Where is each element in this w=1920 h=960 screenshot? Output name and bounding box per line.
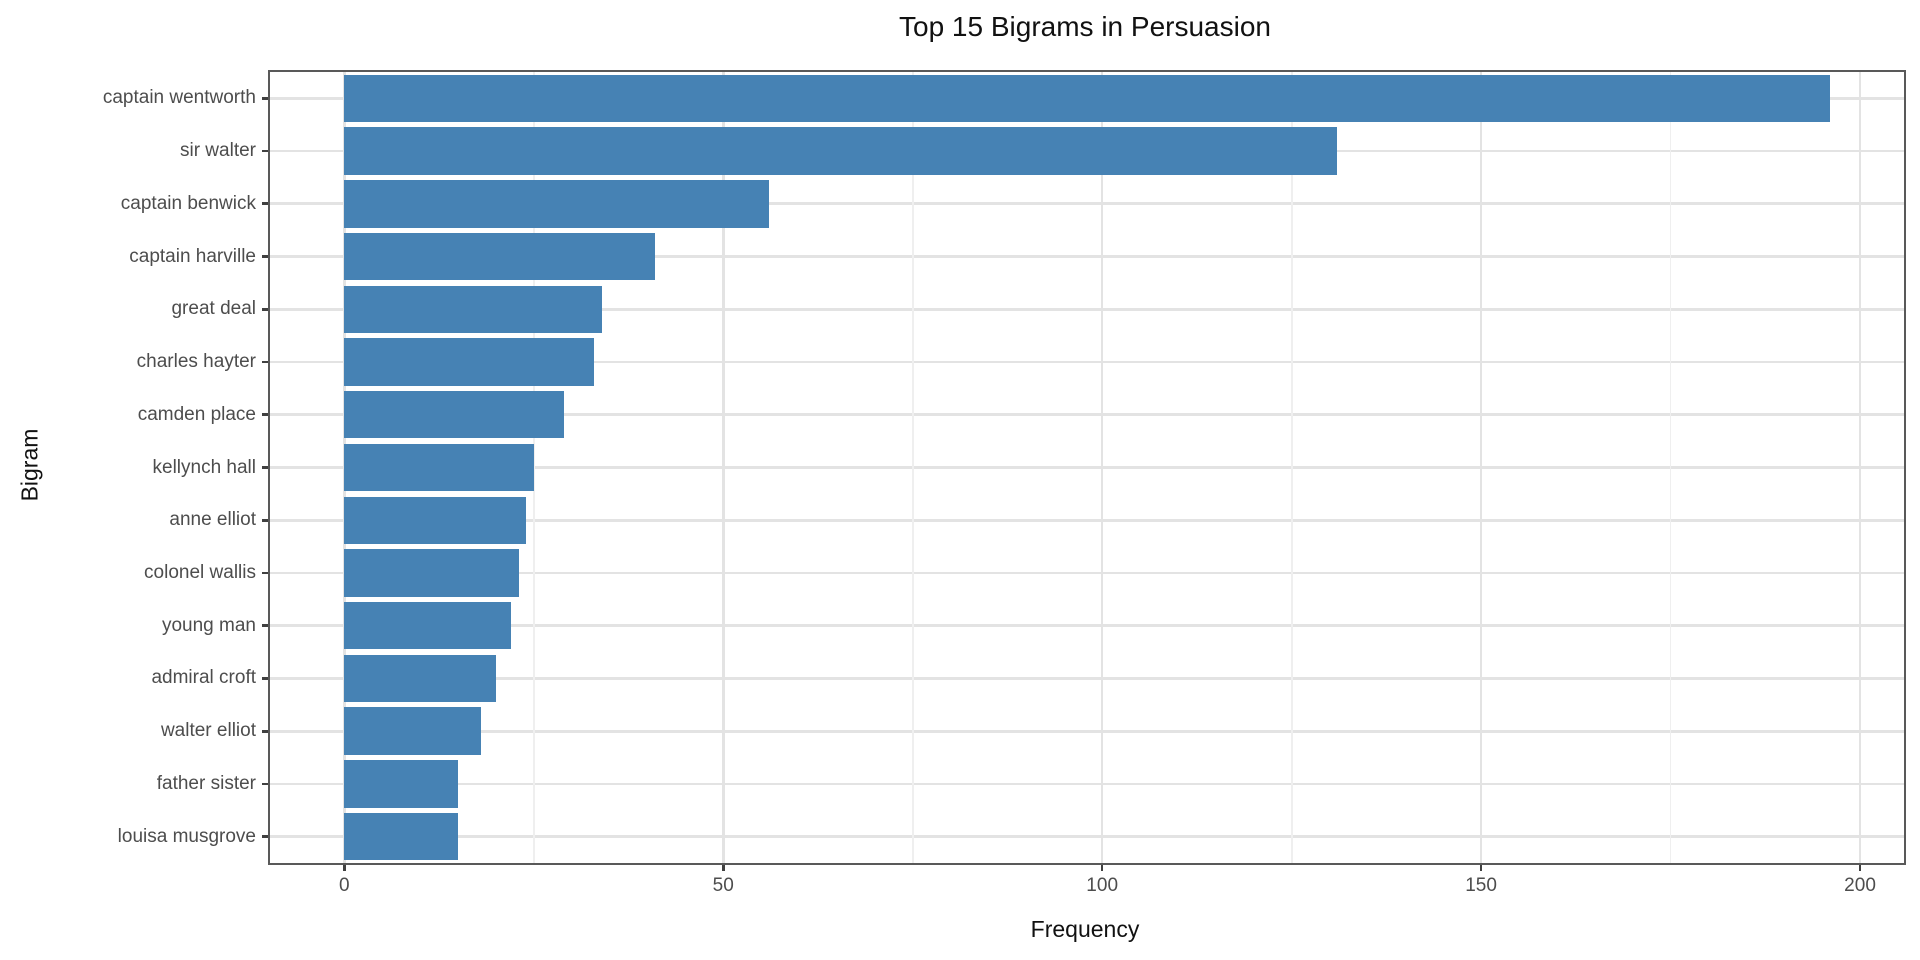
gridline-horizontal-major (270, 835, 1904, 838)
bar (344, 180, 769, 228)
gridline-vertical-minor (911, 72, 914, 863)
bar (344, 285, 602, 334)
y-tick-label: great deal (171, 298, 256, 320)
plot-panel (268, 70, 1906, 865)
y-axis-tick (262, 571, 268, 575)
y-tick-label: colonel wallis (144, 561, 256, 583)
y-tick-label: louisa musgrove (117, 825, 256, 847)
gridline-horizontal-major (270, 466, 1904, 469)
x-axis-tick (721, 865, 725, 871)
gridline-vertical-major (1100, 72, 1104, 863)
gridline-horizontal-major (270, 360, 1904, 364)
bar (344, 338, 595, 386)
x-tick-label: 50 (712, 875, 734, 896)
gridline-horizontal-major (270, 413, 1904, 417)
y-tick-label: captain benwick (120, 192, 256, 214)
y-tick-label: captain harville (129, 245, 256, 267)
gridline-horizontal-major (270, 307, 1904, 311)
y-tick-label: charles hayter (136, 351, 256, 373)
y-tick-label: admiral croft (151, 667, 256, 689)
y-axis-tick (262, 677, 268, 680)
gridline-vertical-minor (1290, 72, 1293, 863)
x-axis-title: Frequency (1030, 916, 1140, 942)
gridline-horizontal-major (270, 571, 1904, 575)
y-axis-tick (262, 97, 268, 100)
y-tick-label: walter elliot (160, 720, 256, 742)
gridline-horizontal-major (270, 624, 1904, 628)
x-axis-tick (1858, 865, 1862, 871)
x-tick-label: 150 (1465, 875, 1497, 896)
y-axis-tick (262, 413, 268, 417)
y-axis-tick (262, 307, 268, 311)
y-axis-tick (262, 835, 268, 838)
y-axis-tick (262, 466, 268, 469)
bar (344, 232, 655, 281)
gridline-vertical-major (1479, 72, 1483, 863)
y-axis-tick (262, 202, 268, 206)
y-tick-label: camden place (137, 403, 256, 425)
gridline-vertical-major (721, 72, 725, 863)
y-axis-tick (262, 360, 268, 364)
bar (344, 654, 496, 703)
bar (344, 812, 458, 861)
bar (344, 391, 565, 439)
x-axis-tick (1479, 865, 1483, 871)
bar (344, 127, 1338, 175)
x-tick-label: 200 (1844, 875, 1876, 896)
gridline-vertical-minor (1669, 72, 1672, 863)
gridline-horizontal-major (270, 518, 1904, 522)
y-tick-label: kellynch hall (152, 456, 257, 478)
y-tick-label: anne elliot (169, 509, 256, 531)
bar (344, 760, 458, 808)
gridline-horizontal-major (270, 255, 1904, 258)
gridline-horizontal-major (270, 782, 1904, 786)
bar (344, 549, 519, 597)
gridline-horizontal-major (270, 729, 1904, 733)
chart-title: Top 15 Bigrams in Persuasion (899, 11, 1271, 42)
y-axis-tick (262, 624, 268, 628)
y-axis-tick (262, 149, 268, 153)
y-axis-tick (262, 782, 268, 786)
y-tick-label: captain wentworth (102, 87, 256, 109)
gridline-vertical-major (1858, 72, 1862, 863)
bar (344, 496, 527, 544)
bar (344, 74, 1830, 123)
y-tick-label: father sister (156, 772, 256, 794)
y-tick-label: sir walter (179, 140, 256, 162)
gridline-horizontal-major (270, 202, 1904, 206)
y-tick-label: young man (161, 614, 256, 636)
bar (344, 443, 534, 492)
x-tick-label: 0 (338, 875, 350, 896)
gridline-vertical-minor (532, 72, 535, 863)
y-axis-tick (262, 729, 268, 733)
y-axis-title: Bigram (16, 428, 43, 502)
x-tick-label: 100 (1086, 875, 1119, 896)
x-axis-tick (342, 865, 346, 871)
gridline-horizontal-major (270, 677, 1904, 680)
bar (344, 707, 481, 755)
bar (344, 601, 511, 650)
y-axis-tick (262, 255, 268, 258)
x-axis-tick (1100, 865, 1104, 871)
y-axis-tick (262, 518, 268, 522)
